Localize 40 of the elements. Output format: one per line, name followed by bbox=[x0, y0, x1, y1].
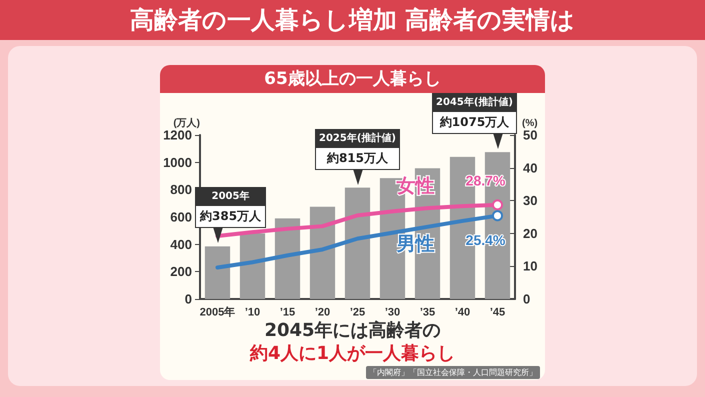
y2-tick-label: 30 bbox=[523, 193, 538, 208]
annotation: 2005年 bbox=[195, 187, 266, 206]
chart-subtitle: 65歳以上の一人暮らし bbox=[160, 65, 545, 93]
y-tick-label: 0 bbox=[184, 292, 192, 306]
x-tick-label: ’30 bbox=[384, 306, 400, 318]
bar bbox=[344, 188, 370, 299]
annotation: 2025年(推計値) bbox=[315, 128, 400, 147]
chart-title: 高齢者の一人暮らし増加 高齢者の実情は bbox=[0, 0, 705, 40]
x-tick-label: ’35 bbox=[420, 306, 436, 318]
x-tick-label: ’20 bbox=[314, 306, 330, 318]
x-tick-label: ’15 bbox=[280, 306, 296, 318]
bar bbox=[204, 246, 230, 299]
x-tick-label: ’40 bbox=[454, 306, 470, 318]
y2-tick-label: 20 bbox=[523, 226, 538, 241]
data-label: 約1075万人 bbox=[432, 111, 517, 134]
y2-tick-label: 40 bbox=[523, 160, 538, 176]
y-tick-label: 1000 bbox=[163, 154, 192, 170]
y-tick-label: 400 bbox=[170, 236, 192, 252]
x-tick-label: ’10 bbox=[244, 306, 260, 318]
bar bbox=[310, 206, 336, 299]
x-tick-label: ’25 bbox=[350, 306, 366, 318]
series-label: 男性 bbox=[396, 234, 434, 255]
text: 2045年には高齢者の bbox=[263, 319, 442, 342]
y-tick-label: 800 bbox=[170, 182, 192, 198]
data-label: 約815万人 bbox=[315, 146, 400, 170]
y-tick-label: 600 bbox=[170, 210, 192, 224]
y-tick-label: 200 bbox=[170, 264, 192, 280]
text: 「内閣府」「国立社会保障・人口問題研究所」 bbox=[366, 366, 540, 379]
series-label: 女性 bbox=[396, 176, 434, 198]
y-tick-label: 1200 bbox=[163, 128, 192, 142]
y2-tick-label: 10 bbox=[523, 258, 538, 274]
bar bbox=[240, 233, 266, 299]
x-tick-label: 2005年 bbox=[200, 306, 236, 318]
data-label: 約385万人 bbox=[195, 205, 266, 228]
y-axis-title: (万人) bbox=[173, 117, 200, 130]
text: 約4人に1人が一人暮らし bbox=[248, 342, 456, 365]
y2-tick-label: 50 bbox=[523, 128, 538, 142]
y2-tick-label: 0 bbox=[523, 292, 530, 306]
y2-axis-title: (%) bbox=[522, 118, 538, 130]
x-tick-label: ’45 bbox=[490, 306, 506, 318]
